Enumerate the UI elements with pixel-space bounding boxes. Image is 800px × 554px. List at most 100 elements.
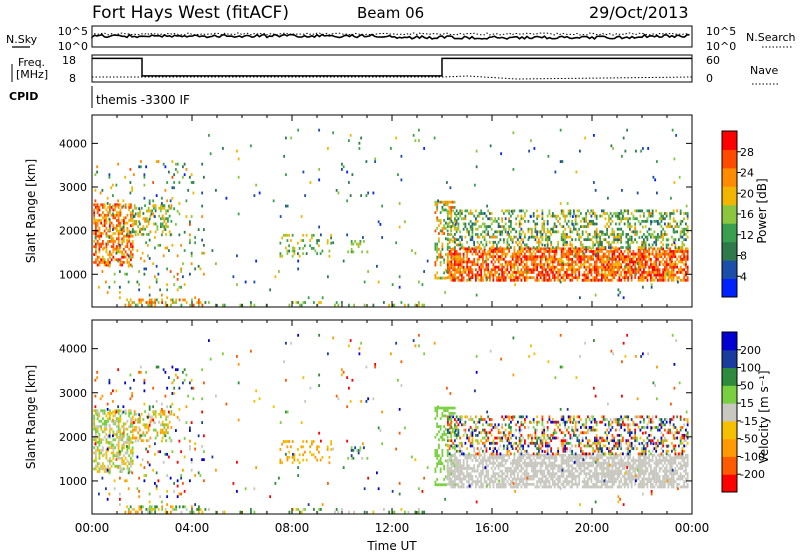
- power-cell: [400, 154, 403, 158]
- velocity-cell: [165, 418, 168, 421]
- power-cell: [662, 257, 665, 261]
- power-cell: [588, 257, 591, 261]
- velocity-cell: [576, 459, 579, 462]
- power-cell: [518, 246, 521, 249]
- velocity-cell: [115, 410, 118, 414]
- velocity-cell: [165, 439, 168, 443]
- velocity-cell: [457, 485, 460, 489]
- power-cell: [578, 209, 581, 213]
- power-cell: [108, 173, 111, 177]
- power-cell: [592, 250, 595, 253]
- power-cell: [667, 243, 670, 247]
- power-cell: [557, 246, 560, 249]
- power-cell: [464, 214, 467, 218]
- power-cell: [108, 236, 111, 239]
- velocity-cell: [302, 508, 305, 511]
- freq-plot-frame: [91, 54, 693, 83]
- velocity-cell: [566, 461, 568, 465]
- velocity-cell: [155, 484, 158, 488]
- velocity-cell: [573, 453, 575, 457]
- power-cell: [644, 265, 647, 269]
- power-cell: [504, 268, 507, 272]
- power-cell: [517, 255, 519, 259]
- power-cell: [439, 253, 442, 256]
- velocity-cell: [450, 435, 453, 439]
- power-cell: [121, 205, 124, 209]
- power-cell: [618, 265, 621, 269]
- power-cell: [107, 258, 110, 262]
- power-cell: [629, 250, 631, 253]
- power-cell: [291, 254, 294, 258]
- power-cell: [549, 230, 552, 234]
- power-cell: [119, 250, 122, 254]
- power-cell: [414, 303, 417, 307]
- power-cell: [461, 265, 463, 269]
- power-cell: [162, 254, 165, 258]
- power-cell: [681, 230, 684, 234]
- velocity-cell: [496, 456, 498, 460]
- power-cell: [622, 214, 624, 218]
- velocity-cell: [439, 459, 442, 463]
- velocity-cell: [494, 477, 497, 481]
- velocity-cell: [545, 461, 547, 465]
- power-cell: [96, 224, 99, 228]
- power-cell: [536, 278, 539, 282]
- power-cell: [585, 230, 588, 234]
- power-cell: [522, 250, 525, 253]
- power-cell: [508, 271, 511, 274]
- power-cell: [438, 276, 440, 280]
- power-cell: [552, 250, 554, 253]
- power-cell: [119, 203, 122, 207]
- power-cell: [459, 243, 462, 247]
- velocity-cell: [525, 461, 528, 465]
- power-cell: [522, 238, 525, 242]
- velocity-cell: [548, 485, 551, 489]
- velocity-cell: [171, 381, 174, 385]
- power-cell: [102, 260, 104, 264]
- power-cell: [124, 175, 127, 179]
- power-cell: [129, 298, 132, 302]
- velocity-cell: [457, 461, 460, 465]
- colorbar-swatch: [722, 260, 737, 280]
- power-cell: [592, 219, 595, 223]
- power-cell: [459, 214, 462, 218]
- velocity-cell: [436, 478, 439, 481]
- power-cell: [464, 222, 467, 226]
- power-cell: [461, 263, 463, 266]
- velocity-cell: [475, 459, 477, 462]
- power-cell: [128, 301, 130, 304]
- velocity-cell: [539, 477, 542, 481]
- power-cell: [482, 235, 484, 239]
- power-cell: [538, 240, 540, 244]
- power-cell: [559, 222, 561, 226]
- velocity-cell: [503, 453, 505, 457]
- power-cell: [511, 265, 514, 269]
- velocity-scatter-cells: [93, 333, 689, 514]
- power-cell: [503, 257, 505, 261]
- velocity-cell: [124, 422, 127, 426]
- power-cell: [400, 301, 403, 304]
- velocity-cell: [133, 410, 136, 413]
- velocity-cell: [139, 433, 141, 437]
- velocity-cell: [536, 456, 539, 460]
- power-cell: [358, 141, 361, 145]
- power-cell: [497, 250, 500, 253]
- velocity-cell: [452, 453, 455, 457]
- power-cell: [602, 260, 605, 264]
- velocity-cell: [524, 464, 526, 468]
- power-cell: [436, 247, 439, 251]
- velocity-cell: [192, 510, 195, 514]
- velocity-cell: [109, 459, 111, 463]
- power-cell: [316, 241, 319, 245]
- power-cell: [601, 257, 603, 261]
- velocity-cell: [506, 480, 509, 484]
- power-cell: [482, 276, 484, 280]
- velocity-cell: [311, 440, 313, 443]
- power-cell: [445, 221, 447, 225]
- power-cell: [497, 240, 500, 244]
- velocity-cell: [178, 439, 181, 443]
- power-cell: [132, 230, 134, 234]
- velocity-cell: [96, 470, 99, 473]
- velocity-cell: [448, 472, 451, 476]
- power-cell: [573, 225, 575, 228]
